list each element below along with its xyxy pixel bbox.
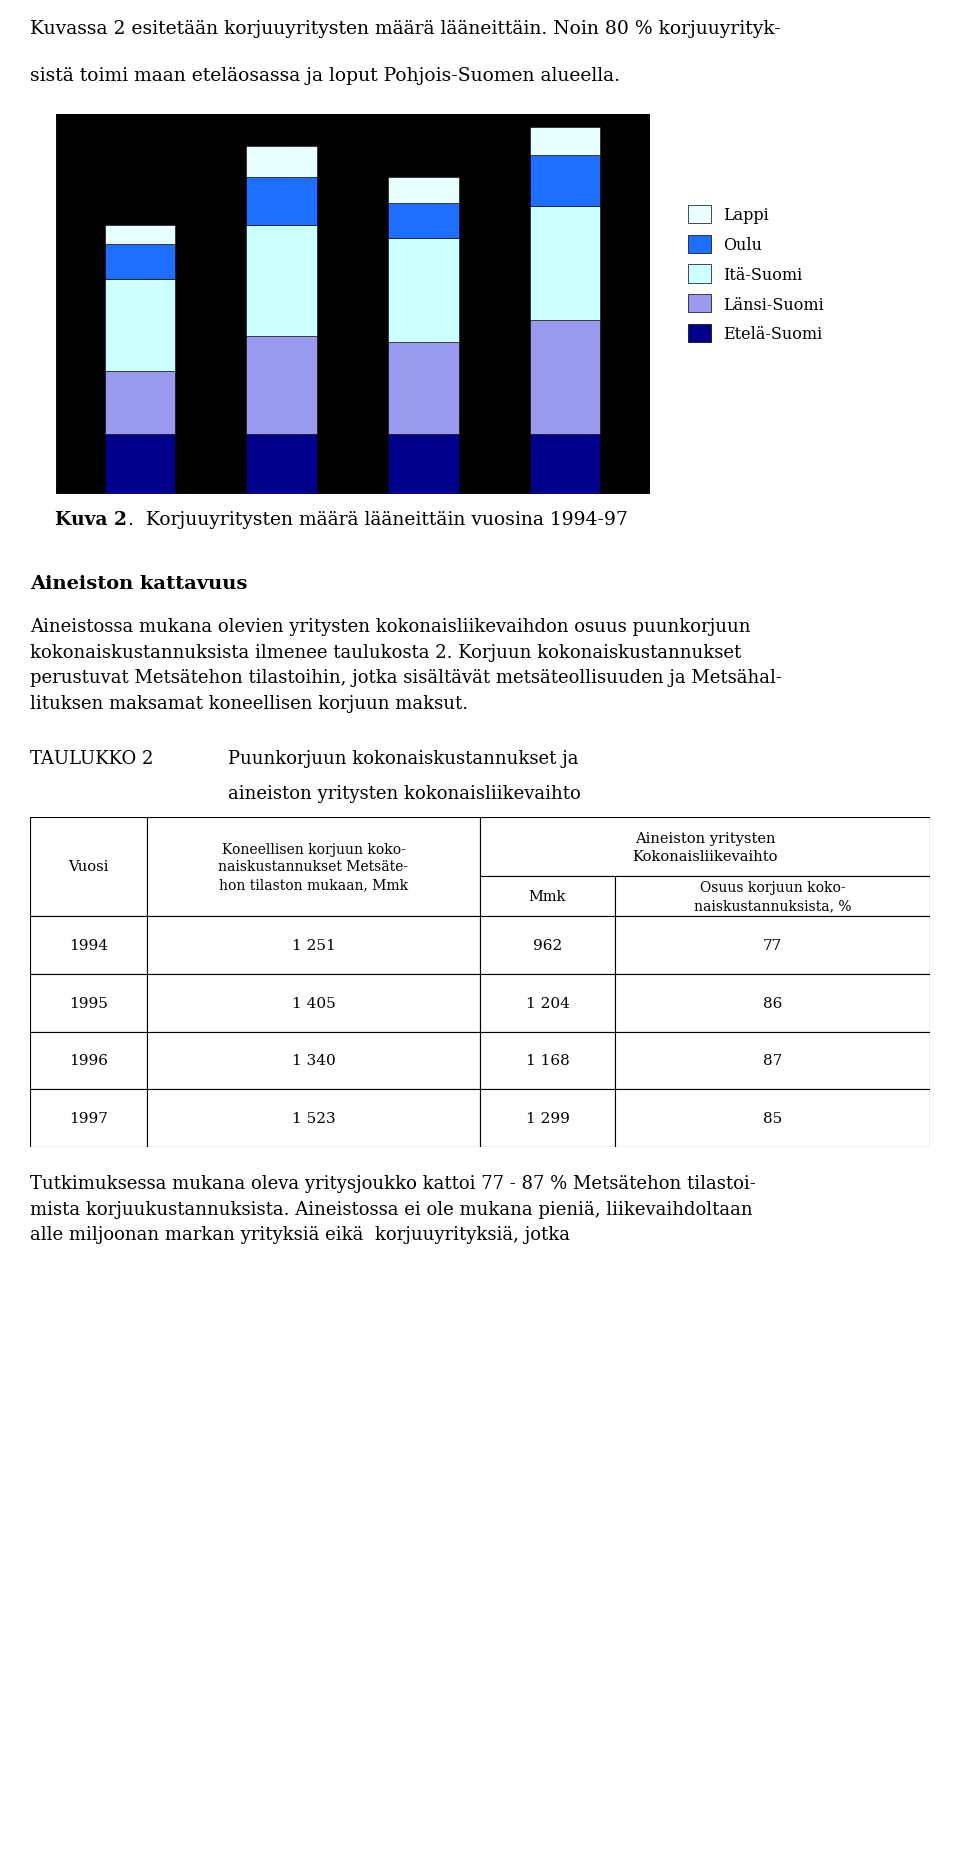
Text: Puunkorjuun kokonaiskustannukset ja: Puunkorjuun kokonaiskustannukset ja	[228, 749, 579, 768]
Bar	[247, 434, 317, 495]
Bar	[480, 916, 615, 974]
Text: Kuva 2: Kuva 2	[55, 510, 127, 529]
Bar	[247, 336, 317, 434]
Bar	[615, 877, 930, 916]
Text: Aineiston kattavuus: Aineiston kattavuus	[30, 575, 248, 594]
Bar	[388, 434, 459, 495]
Bar	[30, 1089, 147, 1148]
Text: 86: 86	[763, 996, 782, 1011]
Text: 11: 11	[912, 1829, 931, 1844]
Bar	[147, 1031, 480, 1089]
Bar	[388, 178, 459, 204]
Bar	[615, 916, 930, 974]
Bar	[147, 1089, 480, 1148]
Bar	[480, 1031, 615, 1089]
Text: 85: 85	[763, 1111, 782, 1126]
Text: Aineistossa mukana olevien yritysten kokonaisliikevaihdon osuus puunkorjuun
koko: Aineistossa mukana olevien yritysten kok…	[30, 618, 781, 712]
Text: 1 340: 1 340	[292, 1054, 335, 1068]
Bar	[480, 974, 615, 1031]
Bar	[388, 343, 459, 434]
Bar	[480, 1089, 615, 1148]
Text: Aineiston yritysten
Kokonaisliikevaihto: Aineiston yritysten Kokonaisliikevaihto	[633, 831, 778, 863]
Bar	[247, 178, 317, 226]
Text: 1 168: 1 168	[526, 1054, 569, 1068]
Text: sistä toimi maan eteläosassa ja loput Pohjois-Suomen alueella.: sistä toimi maan eteläosassa ja loput Po…	[30, 67, 620, 85]
Bar	[530, 321, 600, 434]
Text: 1995: 1995	[69, 996, 108, 1011]
Bar	[615, 1089, 930, 1148]
Bar	[30, 818, 147, 916]
Bar	[147, 818, 480, 916]
Bar	[615, 1031, 930, 1089]
Text: Metsätehon raportti 77: Metsätehon raportti 77	[29, 1829, 205, 1844]
Bar	[147, 974, 480, 1031]
Bar	[105, 245, 176, 280]
Text: 87: 87	[763, 1054, 782, 1068]
Bar	[105, 371, 176, 434]
Y-axis label: Kpl: Kpl	[0, 295, 5, 313]
Legend: Lappi, Oulu, Itä-Suomi, Länsi-Suomi, Etelä-Suomi: Lappi, Oulu, Itä-Suomi, Länsi-Suomi, Ete…	[682, 198, 830, 349]
Bar	[615, 974, 930, 1031]
Bar	[30, 1031, 147, 1089]
Bar	[105, 280, 176, 371]
Bar	[480, 877, 615, 916]
Text: 17.9.1999: 17.9.1999	[403, 1829, 481, 1844]
Bar	[480, 818, 930, 877]
Bar	[30, 974, 147, 1031]
Bar	[105, 434, 176, 495]
Text: 1 299: 1 299	[525, 1111, 569, 1126]
Text: 1996: 1996	[69, 1054, 108, 1068]
Text: TAULUKKO 2: TAULUKKO 2	[30, 749, 154, 768]
Bar	[247, 147, 317, 178]
Bar	[388, 204, 459, 239]
Text: 1 523: 1 523	[292, 1111, 335, 1126]
Text: 1994: 1994	[69, 939, 108, 952]
Text: Koneellisen korjuun koko-
naiskustannukset Metsäte-
hon tilaston mukaan, Mmk: Koneellisen korjuun koko- naiskustannuks…	[219, 842, 409, 892]
Text: .  Korjuuyritysten määrä lääneittäin vuosina 1994-97: . Korjuuyritysten määrä lääneittäin vuos…	[129, 510, 629, 529]
Bar	[530, 128, 600, 156]
Bar	[147, 916, 480, 974]
Text: 1 251: 1 251	[292, 939, 335, 952]
Bar	[30, 916, 147, 974]
Text: aineiston yritysten kokonaisliikevaihto: aineiston yritysten kokonaisliikevaihto	[228, 785, 581, 803]
Bar	[105, 226, 176, 245]
Text: 1997: 1997	[69, 1111, 108, 1126]
Text: Vuosi: Vuosi	[68, 861, 108, 874]
Bar	[530, 156, 600, 206]
Text: 1 405: 1 405	[292, 996, 335, 1011]
Bar	[247, 226, 317, 336]
Bar	[530, 206, 600, 321]
Text: 962: 962	[533, 939, 563, 952]
Text: Osuus korjuun koko-
naiskustannuksista, %: Osuus korjuun koko- naiskustannuksista, …	[694, 881, 852, 913]
Bar	[530, 434, 600, 495]
Text: 1 204: 1 204	[525, 996, 569, 1011]
Text: Mmk: Mmk	[529, 890, 566, 903]
Text: Kuvassa 2 esitetään korjuuyritysten määrä lääneittäin. Noin 80 % korjuuyrityk-: Kuvassa 2 esitetään korjuuyritysten määr…	[30, 20, 780, 37]
Text: Tutkimuksessa mukana oleva yritysjoukko kattoi 77 - 87 % Metsätehon tilastoi-
mi: Tutkimuksessa mukana oleva yritysjoukko …	[30, 1174, 756, 1243]
Text: 77: 77	[763, 939, 782, 952]
Bar	[388, 239, 459, 343]
